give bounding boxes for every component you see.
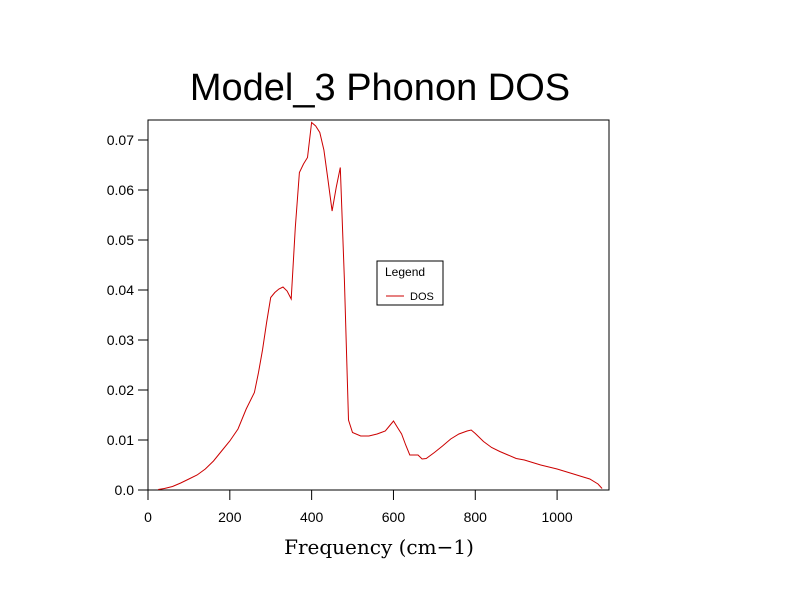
x-axis: 0 200 400 600 800 1000: [144, 490, 573, 525]
x-tick-label: 800: [464, 509, 488, 525]
x-tick-label: 1000: [542, 509, 573, 525]
y-axis: 0.0 0.01 0.02 0.03 0.04 0.05 0.06 0.07: [107, 132, 148, 498]
y-tick-label: 0.06: [107, 182, 134, 198]
legend-box: [376, 260, 444, 306]
legend-title: Legend: [385, 265, 425, 279]
y-tick-label: 0.01: [107, 432, 134, 448]
y-tick-label: 0.03: [107, 332, 134, 348]
plot-area: [147, 119, 610, 491]
x-tick-label: 600: [382, 509, 406, 525]
y-tick-label: 0.07: [107, 132, 134, 148]
x-tick-label: 400: [300, 509, 324, 525]
x-tick-label: 200: [218, 509, 242, 525]
legend-entry-dos: DOS: [410, 291, 434, 303]
y-tick-label: 0.05: [107, 232, 134, 248]
x-tick-label: 0: [144, 509, 152, 525]
chart-title: Model_3 Phonon DOS: [190, 67, 570, 109]
y-tick-label: 0.0: [115, 482, 135, 498]
legend: Legend DOS: [376, 260, 444, 306]
y-tick-label: 0.02: [107, 382, 134, 398]
series-layer: [158, 121, 603, 490]
x-axis-label: Frequency (cm−1): [284, 535, 474, 559]
plot-frame: [147, 119, 610, 491]
series-line-dos: [158, 121, 603, 490]
y-tick-label: 0.04: [107, 282, 134, 298]
